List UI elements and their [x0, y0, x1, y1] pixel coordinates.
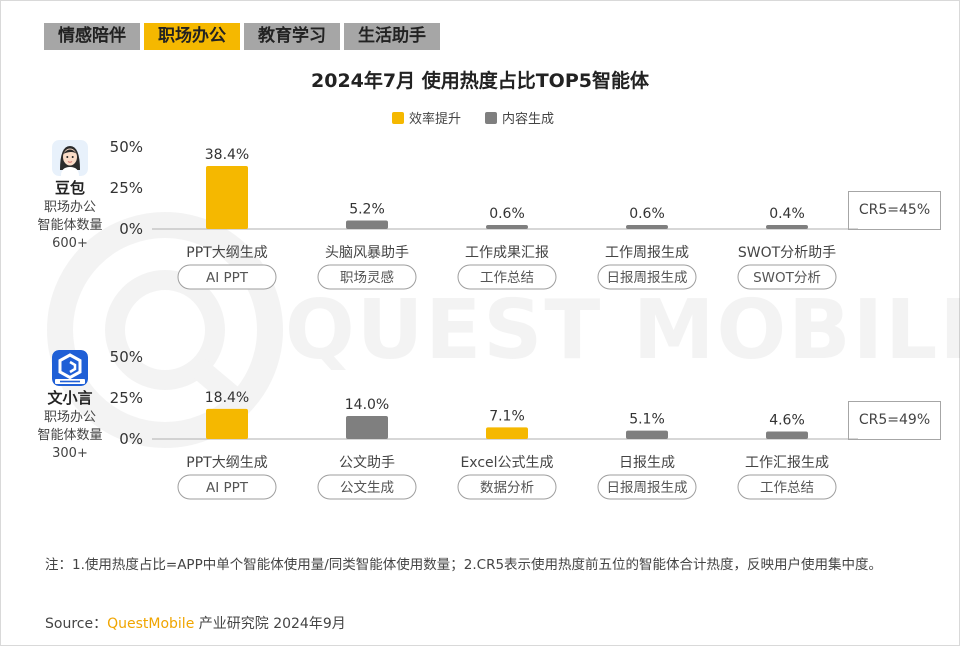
tag-pill [317, 264, 417, 290]
bar [766, 225, 808, 229]
source-prefix: Source： [45, 616, 108, 632]
source-suffix: 产业研究院 2024年9月 [194, 616, 346, 632]
category-tabs: 情感陪伴 职场办公 教育学习 生活助手 [44, 23, 440, 50]
tag-pill [737, 474, 837, 500]
chart-title: 2024年7月 使用热度占比TOP5智能体 [311, 70, 649, 92]
app-doubao: 豆包 职场办公 智能体数量 600+ [20, 140, 120, 252]
category-label: 头脑风暴助手 [325, 245, 409, 261]
tag-pill [177, 474, 277, 500]
app-desc-line2: 智能体数量 [37, 428, 103, 443]
category-label: 工作周报生成 [605, 245, 689, 261]
tag-label: AI PPT [206, 480, 249, 496]
cr5-box-wenxiaoyan: CR5=49% [848, 401, 941, 440]
data-label: 14.0% [345, 397, 389, 413]
app-desc-line1: 职场办公 [43, 410, 96, 425]
app-desc-line1: 职场办公 [43, 200, 96, 215]
bar [346, 220, 388, 229]
y-tick-label: 0% [119, 220, 143, 238]
bar [626, 225, 668, 229]
tag-label: 日报周报生成 [607, 480, 688, 496]
bar [206, 408, 248, 439]
data-label: 38.4% [205, 147, 249, 163]
wenxiaoyan-logo-icon [52, 350, 88, 386]
app-name: 文小言 [47, 389, 93, 407]
data-label: 7.1% [489, 408, 525, 424]
tag-pill [177, 264, 277, 290]
bar [206, 166, 248, 229]
category-label: 日报生成 [619, 455, 675, 471]
legend: 效率提升 内容生成 [392, 108, 554, 127]
tab-office-work[interactable]: 职场办公 [144, 23, 240, 50]
tag-pill [457, 474, 557, 500]
source-line: Source：QuestMobile 产业研究院 2024年9月 [45, 613, 346, 633]
tag-pill [457, 264, 557, 290]
data-label: 5.2% [349, 201, 385, 217]
category-label: PPT大纲生成 [186, 245, 267, 261]
app-name: 豆包 [54, 179, 85, 197]
tag-label: SWOT分析 [753, 270, 821, 286]
bar [346, 416, 388, 439]
tag-label: 工作总结 [760, 480, 814, 496]
category-label: Excel公式生成 [460, 455, 553, 471]
legend-item-content: 内容生成 [485, 108, 554, 127]
data-label: 18.4% [205, 390, 249, 406]
tag-pill [737, 264, 837, 290]
category-label: 工作成果汇报 [465, 245, 549, 261]
tag-label: 公文生成 [340, 480, 394, 496]
bar [486, 225, 528, 229]
legend-label-efficiency: 效率提升 [409, 112, 462, 127]
legend-item-efficiency: 效率提升 [392, 108, 461, 127]
source-brand: QuestMobile [107, 616, 195, 632]
app-wenxiaoyan: 文小言 职场办公 智能体数量 300+ [20, 350, 120, 462]
footnote: 注：1.使用热度占比=APP中单个智能体使用量/同类智能体使用数量；2.CR5表… [45, 557, 883, 573]
tab-life-assistant[interactable]: 生活助手 [344, 23, 440, 50]
category-label: 工作汇报生成 [745, 455, 829, 471]
y-tick-label: 50% [110, 138, 143, 156]
data-label: 0.6% [489, 206, 525, 222]
y-tick-label: 25% [110, 389, 143, 407]
data-label: 4.6% [769, 412, 805, 428]
bar [766, 431, 808, 439]
tag-label: 数据分析 [480, 480, 534, 496]
legend-swatch-efficiency [392, 111, 404, 124]
y-tick-label: 0% [119, 430, 143, 448]
category-label: SWOT分析助手 [738, 245, 836, 261]
tag-pill [597, 264, 697, 290]
legend-swatch-content [485, 111, 498, 124]
bar [486, 427, 528, 439]
category-label: 公文助手 [339, 455, 395, 471]
data-label: 0.4% [769, 206, 805, 222]
tag-label: 日报周报生成 [607, 270, 688, 286]
app-desc-line3: 600+ [52, 236, 88, 251]
data-label: 0.6% [629, 206, 665, 222]
tag-pill [317, 474, 417, 500]
tab-education[interactable]: 教育学习 [244, 23, 340, 50]
app-desc-line2: 智能体数量 [37, 218, 103, 233]
doubao-avatar-icon [52, 140, 88, 176]
bar [626, 430, 668, 439]
y-tick-label: 50% [110, 348, 143, 366]
category-label: PPT大纲生成 [186, 455, 267, 471]
cr5-box-doubao: CR5=45% [848, 191, 941, 230]
data-label: 5.1% [629, 412, 665, 428]
tag-pill [597, 474, 697, 500]
tab-emotional-companion[interactable]: 情感陪伴 [44, 23, 140, 50]
tag-label: 工作总结 [480, 270, 534, 286]
y-tick-label: 25% [110, 179, 143, 197]
watermark-text: QUEST MOBILE [285, 283, 960, 378]
tag-label: 职场灵感 [340, 269, 394, 286]
tag-label: AI PPT [206, 270, 249, 286]
app-desc-line3: 300+ [52, 446, 88, 461]
legend-label-content: 内容生成 [502, 112, 555, 127]
